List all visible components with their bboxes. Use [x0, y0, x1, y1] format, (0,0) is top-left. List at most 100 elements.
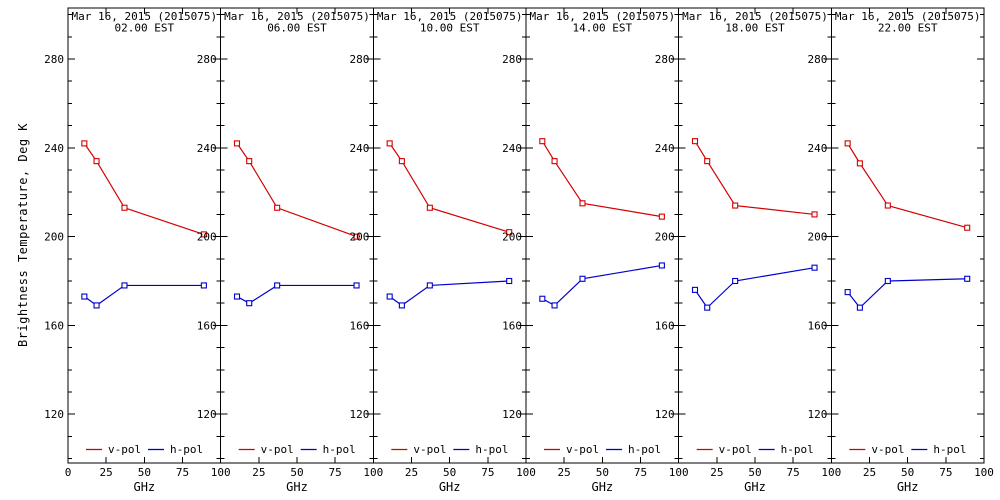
y-tick-label: 120 — [655, 408, 675, 421]
y-tick-label: 240 — [655, 142, 675, 155]
v-pol-marker — [121, 204, 128, 211]
panel-title: Mar 16, 2015 (2015075) — [224, 10, 370, 23]
v-pol-marker — [81, 140, 88, 147]
x-tick-label: 75 — [481, 466, 494, 479]
y-tick-label: 120 — [349, 408, 369, 421]
y-tick-label: 200 — [349, 231, 369, 244]
h-pol-marker — [274, 282, 281, 289]
y-tick-label: 240 — [197, 142, 217, 155]
x-axis-title: GHz — [133, 480, 155, 494]
v-pol-marker — [579, 200, 586, 207]
x-tick-label: 100 — [669, 466, 689, 479]
y-tick-label: 160 — [807, 319, 827, 332]
legend-label-v-pol: v-pol — [566, 443, 599, 456]
legend-label-v-pol: v-pol — [719, 443, 752, 456]
x-tick-label: 100 — [821, 466, 841, 479]
x-tick-label: 100 — [363, 466, 383, 479]
x-tick-label: 75 — [176, 466, 189, 479]
v-pol-marker — [884, 202, 891, 209]
y-tick-label: 160 — [197, 319, 217, 332]
h-pol-marker — [233, 293, 241, 300]
panel-subtitle: 06.00 EST — [267, 22, 327, 35]
x-tick-label: 50 — [748, 466, 761, 479]
v-pol-line — [236, 143, 357, 238]
y-tick-label: 280 — [655, 53, 675, 66]
v-pol-marker — [811, 211, 818, 218]
y-tick-label: 240 — [349, 142, 369, 155]
x-tick-label: 50 — [901, 466, 914, 479]
h-pol-marker — [81, 293, 88, 300]
y-tick-label: 160 — [655, 319, 675, 332]
h-pol-marker — [200, 282, 207, 289]
v-pol-marker — [732, 202, 739, 209]
h-pol-marker — [539, 295, 546, 302]
v-pol-marker — [386, 140, 393, 147]
v-pol-line — [541, 140, 662, 218]
v-pol-marker — [856, 160, 863, 167]
x-tick-label: 75 — [787, 466, 800, 479]
y-tick-label: 120 — [44, 408, 64, 421]
y-tick-label: 120 — [197, 408, 217, 421]
h-pol-marker — [658, 262, 665, 269]
h-pol-line — [847, 278, 968, 309]
x-axis-title: GHz — [439, 480, 461, 494]
y-tick-label: 280 — [502, 53, 522, 66]
h-pol-marker — [246, 300, 253, 307]
x-tick-label: 75 — [634, 466, 647, 479]
v-pol-marker — [353, 233, 360, 240]
h-pol-marker — [844, 289, 851, 296]
x-axis-title: GHz — [744, 480, 766, 494]
h-pol-marker — [964, 275, 971, 282]
panel-subtitle: 02.00 EST — [115, 22, 175, 35]
h-pol-marker — [93, 302, 100, 309]
x-tick-label: 75 — [329, 466, 342, 479]
y-tick-label: 240 — [44, 142, 64, 155]
y-tick-label: 120 — [502, 408, 522, 421]
x-tick-label: 50 — [290, 466, 303, 479]
x-tick-label: 50 — [138, 466, 151, 479]
v-pol-marker — [658, 213, 665, 220]
y-tick-label: 160 — [44, 319, 64, 332]
v-pol-marker — [426, 204, 433, 211]
y-tick-label: 280 — [44, 53, 64, 66]
x-tick-label: 25 — [863, 466, 876, 479]
legend-label-h-pol: h-pol — [781, 443, 814, 456]
x-tick-label: 25 — [558, 466, 571, 479]
v-pol-marker — [398, 158, 405, 165]
v-pol-marker — [964, 224, 971, 231]
y-tick-label: 240 — [807, 142, 827, 155]
v-pol-line — [694, 140, 815, 216]
v-pol-marker — [551, 158, 558, 165]
x-tick-label: 25 — [252, 466, 265, 479]
legend-label-h-pol: h-pol — [475, 443, 508, 456]
h-pol-marker — [884, 277, 891, 285]
y-tick-label: 160 — [349, 319, 369, 332]
h-pol-line — [694, 267, 815, 309]
v-pol-marker — [539, 138, 546, 145]
y-axis-title: Brightness Temperature, Deg K — [16, 123, 30, 348]
legend-label-h-pol: h-pol — [170, 443, 203, 456]
h-pol-line — [236, 284, 357, 304]
panel-title: Mar 16, 2015 (2015075) — [835, 10, 981, 23]
y-tick-label: 200 — [655, 231, 675, 244]
v-pol-marker — [233, 140, 241, 147]
v-pol-marker — [274, 204, 281, 211]
panel-subtitle: 14.00 EST — [573, 22, 633, 35]
h-pol-marker — [121, 282, 128, 289]
x-tick-label: 75 — [939, 466, 952, 479]
x-tick-label: 100 — [974, 466, 994, 479]
x-tick-label: 0 — [65, 466, 72, 479]
x-tick-label: 25 — [710, 466, 723, 479]
h-pol-line — [83, 284, 204, 307]
x-tick-label: 100 — [211, 466, 231, 479]
x-tick-label: 25 — [100, 466, 113, 479]
y-tick-label: 240 — [502, 142, 522, 155]
x-tick-label: 50 — [443, 466, 456, 479]
v-pol-marker — [506, 229, 513, 236]
legend-label-v-pol: v-pol — [871, 443, 904, 456]
h-pol-line — [389, 280, 510, 307]
h-pol-marker — [386, 293, 393, 300]
h-pol-line — [542, 264, 662, 307]
h-pol-marker — [856, 304, 863, 311]
